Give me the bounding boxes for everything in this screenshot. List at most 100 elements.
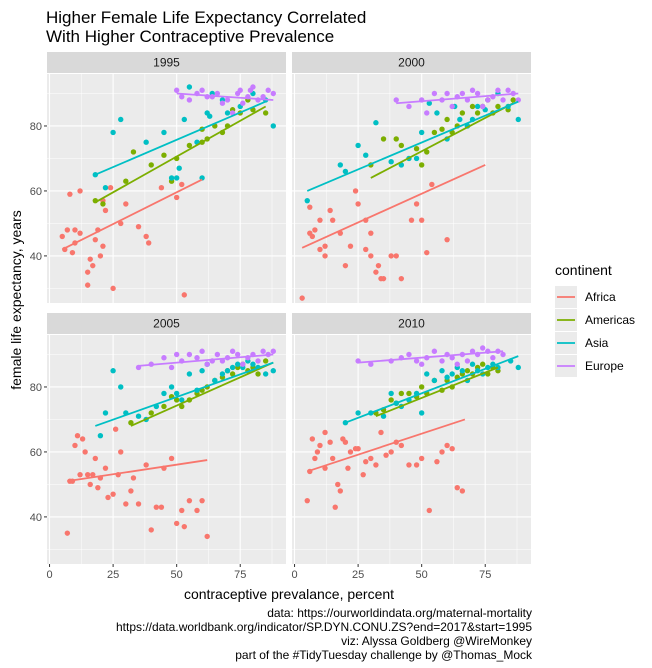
legend-label: Asia xyxy=(585,336,609,350)
data-point xyxy=(118,449,124,455)
data-point xyxy=(479,345,486,351)
data-point xyxy=(449,355,455,361)
trend-line-americas xyxy=(94,105,267,204)
facet-strip xyxy=(292,52,531,73)
data-point xyxy=(307,204,313,210)
data-point xyxy=(449,371,455,377)
data-point xyxy=(408,217,415,223)
data-point xyxy=(495,87,501,93)
data-point xyxy=(97,253,104,259)
data-point xyxy=(92,455,99,462)
data-point xyxy=(234,361,241,367)
data-point xyxy=(199,348,205,354)
data-point xyxy=(378,429,384,436)
data-point xyxy=(77,230,83,236)
data-point xyxy=(304,497,310,504)
trend-line-asia xyxy=(94,100,267,176)
data-point xyxy=(515,116,521,123)
data-point xyxy=(424,249,430,256)
legend-label: Africa xyxy=(585,290,616,304)
data-point xyxy=(168,384,175,390)
data-point xyxy=(418,361,425,367)
data-point xyxy=(87,256,93,262)
data-point xyxy=(92,236,99,243)
data-point xyxy=(418,129,425,136)
panel-background xyxy=(292,74,531,303)
data-point xyxy=(240,361,246,367)
facet-strip-label: 2005 xyxy=(153,317,180,331)
data-point xyxy=(337,162,344,168)
legend-entry-asia: Asia xyxy=(555,332,609,354)
caption-line-3: viz: Alyssa Goldberg @WireMonkey xyxy=(341,634,532,648)
data-point xyxy=(393,97,399,103)
trend-line-asia xyxy=(306,100,519,192)
series-africa xyxy=(64,426,210,540)
caption: data: https://ourworldindata.org/materna… xyxy=(116,606,533,662)
data-point xyxy=(148,527,154,533)
data-point xyxy=(515,364,521,371)
data-point xyxy=(464,358,471,364)
data-point xyxy=(130,475,137,481)
facet-panel-2010: 2010 xyxy=(292,313,531,564)
data-point xyxy=(398,275,405,282)
data-point xyxy=(426,507,432,514)
data-point xyxy=(179,403,185,410)
data-point xyxy=(204,533,210,540)
data-point xyxy=(158,504,165,510)
data-point xyxy=(454,484,460,491)
chart-title: Higher Female Life Expectancy Correlated… xyxy=(46,8,366,46)
data-point xyxy=(490,355,496,361)
data-point xyxy=(270,90,276,97)
data-point xyxy=(84,471,91,478)
caption-line-2: https://data.worldbank.org/indicator/SP.… xyxy=(116,620,532,634)
trend-line-africa xyxy=(61,178,203,251)
data-point xyxy=(393,136,399,142)
data-point xyxy=(194,355,200,361)
data-point xyxy=(161,129,167,136)
data-point xyxy=(431,129,438,136)
data-point xyxy=(135,501,142,507)
data-point xyxy=(179,507,185,514)
data-point xyxy=(135,413,142,419)
trend-line-europe xyxy=(176,92,274,101)
data-point xyxy=(485,97,491,103)
data-point xyxy=(434,110,440,116)
data-point xyxy=(429,181,435,188)
data-point xyxy=(173,520,180,527)
data-point xyxy=(110,368,116,374)
data-point xyxy=(161,403,167,410)
data-point xyxy=(229,348,236,354)
data-point xyxy=(418,384,425,390)
data-point xyxy=(255,371,261,377)
facet-strip xyxy=(47,52,286,73)
data-point xyxy=(199,368,205,374)
chart-title-line-2: With Higher Contraceptive Prevalence xyxy=(46,27,334,46)
data-point xyxy=(186,142,193,149)
facet-panels: 1995 2000 2005 2010 xyxy=(47,52,531,564)
data-point xyxy=(424,371,430,377)
data-point xyxy=(469,361,476,367)
data-point xyxy=(146,240,152,246)
data-point xyxy=(368,230,374,236)
data-point xyxy=(444,374,450,380)
data-point xyxy=(322,243,328,249)
data-point xyxy=(237,87,243,93)
trend-line-americas xyxy=(130,361,274,427)
data-point xyxy=(479,103,486,110)
data-point xyxy=(347,243,354,249)
data-point xyxy=(444,90,450,97)
data-point xyxy=(373,269,379,275)
data-point xyxy=(345,465,351,471)
data-point xyxy=(118,220,124,227)
data-point xyxy=(413,462,420,468)
trend-line-africa xyxy=(67,459,208,483)
data-point xyxy=(105,494,111,501)
data-point xyxy=(118,384,124,390)
data-point xyxy=(110,129,116,136)
data-point xyxy=(123,501,129,507)
data-point xyxy=(327,439,333,445)
data-point xyxy=(173,194,180,201)
data-point xyxy=(329,217,336,223)
data-point xyxy=(123,178,129,184)
data-point xyxy=(406,462,412,468)
